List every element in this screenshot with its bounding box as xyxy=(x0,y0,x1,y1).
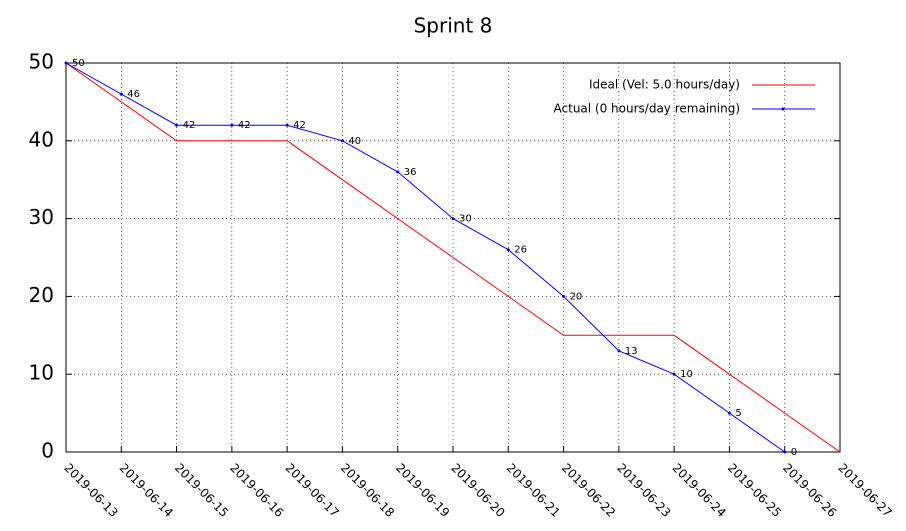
x-tick-label: 2019-06-14 xyxy=(117,461,176,520)
data-label: 13 xyxy=(625,346,638,357)
data-point xyxy=(617,349,621,353)
data-label: 50 xyxy=(72,58,85,69)
x-tick-label: 2019-06-23 xyxy=(614,461,673,520)
data-point xyxy=(340,139,344,143)
x-tick-label: 2019-06-16 xyxy=(227,461,286,520)
x-tick-label: 2019-06-25 xyxy=(725,461,784,520)
y-tick-label: 20 xyxy=(29,283,54,307)
data-point xyxy=(672,372,676,376)
data-label: 46 xyxy=(127,89,140,100)
series-line xyxy=(65,62,786,453)
legend-marker xyxy=(781,107,785,111)
data-point xyxy=(285,123,289,127)
data-label: 5 xyxy=(735,408,741,419)
data-label: 30 xyxy=(459,214,472,225)
y-tick-label: 30 xyxy=(29,205,54,229)
series-line xyxy=(65,62,841,453)
y-tick-label: 40 xyxy=(29,127,54,151)
legend-label: Ideal (Vel: 5.0 hours/day) xyxy=(589,78,740,92)
y-tick-label: 10 xyxy=(29,361,54,385)
data-point xyxy=(175,123,179,127)
data-point xyxy=(783,450,787,454)
data-label: 26 xyxy=(514,245,527,256)
data-point xyxy=(451,217,455,221)
x-tick-label: 2019-06-21 xyxy=(504,461,563,520)
data-label: 20 xyxy=(570,291,583,302)
data-point xyxy=(396,170,400,174)
data-label: 42 xyxy=(238,120,251,131)
x-tick-label: 2019-06-13 xyxy=(61,461,120,520)
legend-label: Actual (0 hours/day remaining) xyxy=(554,102,740,116)
data-point xyxy=(64,61,68,65)
chart-title: Sprint 8 xyxy=(414,14,493,38)
data-label: 36 xyxy=(404,167,417,178)
x-tick-label: 2019-06-20 xyxy=(448,461,507,520)
x-tick-label: 2019-06-19 xyxy=(393,461,452,520)
x-tick-label: 2019-06-17 xyxy=(283,461,342,520)
x-tick-label: 2019-06-24 xyxy=(670,461,729,520)
data-point xyxy=(506,248,510,252)
data-label: 0 xyxy=(791,447,797,458)
x-tick-label: 2019-06-27 xyxy=(835,461,894,520)
x-tick-label: 2019-06-26 xyxy=(780,461,839,520)
data-label: 40 xyxy=(348,136,361,147)
data-point xyxy=(562,294,566,298)
data-point xyxy=(119,92,123,96)
x-tick-label: 2019-06-18 xyxy=(338,461,397,520)
plot-frame xyxy=(65,62,841,453)
data-point xyxy=(230,123,234,127)
data-point xyxy=(727,411,731,415)
y-tick-label: 0 xyxy=(41,439,54,463)
data-label: 42 xyxy=(293,120,306,131)
x-tick-label: 2019-06-15 xyxy=(172,461,231,520)
y-tick-label: 50 xyxy=(29,50,54,74)
data-label: 42 xyxy=(183,120,196,131)
data-label: 10 xyxy=(680,369,693,380)
x-tick-label: 2019-06-22 xyxy=(559,461,618,520)
